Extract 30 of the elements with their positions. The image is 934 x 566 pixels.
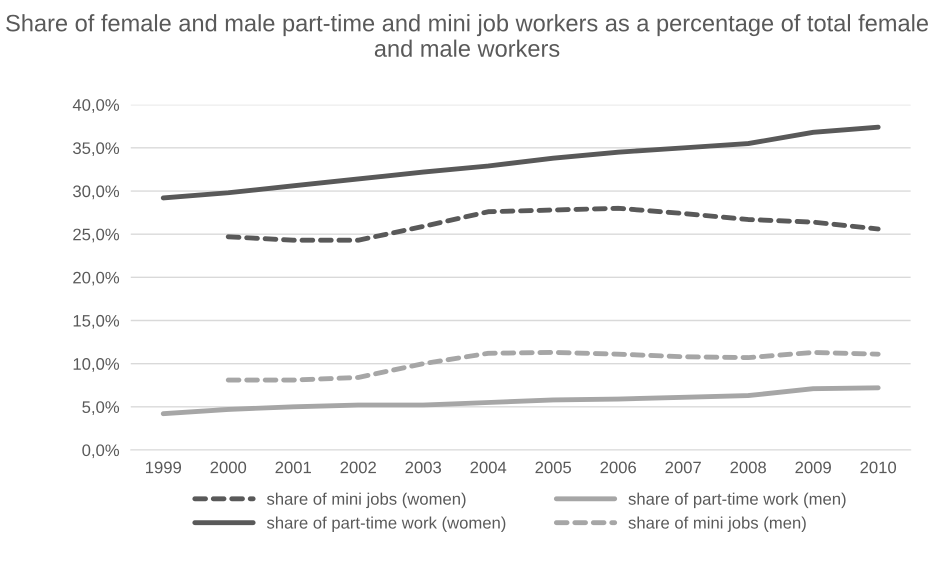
y-tick-label: 0,0% [82,444,120,458]
line-series [160,385,881,416]
y-tick-label: 20,0% [73,272,120,286]
x-tick-label: 2009 [795,462,831,474]
x-tick-label: 2006 [600,462,636,474]
x-tick-label: 2001 [276,462,311,474]
x-tick-label: 2003 [406,462,442,474]
legend-label: share of mini jobs (women) [266,492,466,508]
x-tick-label: 2005 [536,462,572,474]
line-series [226,350,881,382]
chart-title: Share of female and male part-time and mini job workers as a percentage of total female and male workers [6,14,928,57]
y-tick-label: 10,0% [74,358,120,372]
y-tick-label: 5,0% [82,401,120,415]
x-tick-label: 1999 [146,462,182,474]
x-tick-label: 2010 [860,462,896,474]
x-tick-label: 2008 [730,462,766,474]
y-tick-label: 40,0% [72,99,120,113]
y-tick-label: 30,0% [73,185,120,200]
x-tick-label: 2000 [210,462,246,474]
x-tick-label: 2004 [470,462,506,474]
y-tick-label: 15,0% [74,314,120,329]
line-series [226,206,881,243]
y-tick-label: 25,0% [73,228,120,242]
x-tick-label: 2007 [665,462,701,474]
x-tick-label: 2002 [340,462,376,474]
legend-label: share of mini jobs (men) [628,516,806,532]
legend-label: share of part-time work (men) [628,492,846,508]
line-series [160,124,881,200]
legend-label: share of part-time work (women) [266,516,506,532]
y-tick-label: 35,0% [73,142,120,156]
